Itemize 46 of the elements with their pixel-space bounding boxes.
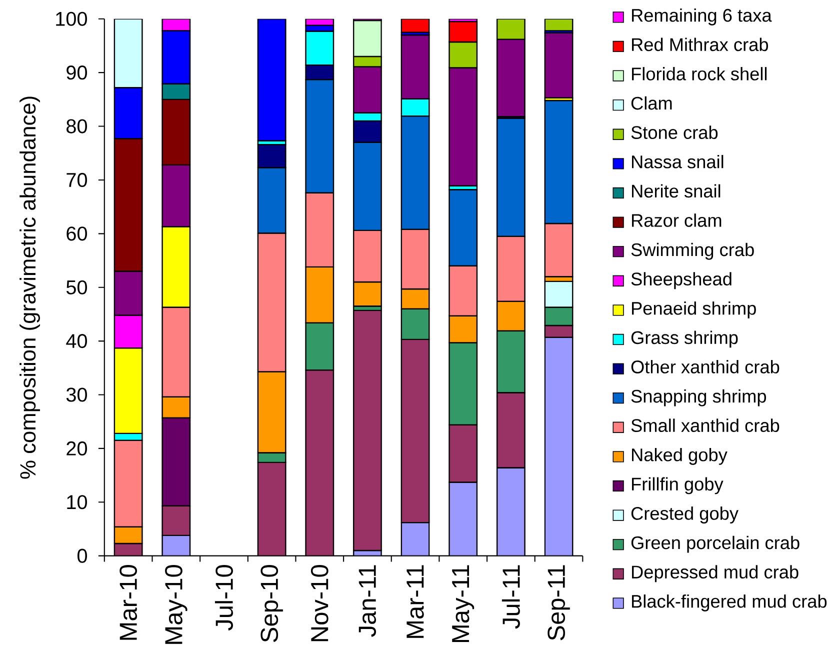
legend-label: Swimming crab <box>631 242 754 260</box>
x-tick-label: Mar-11 <box>406 565 424 638</box>
legend-label: Penaeid shrimp <box>632 301 756 318</box>
y-tick-label: 60 <box>66 226 87 241</box>
y-tick-label: 0 <box>78 548 88 563</box>
legend-label: Depressed mud crab <box>632 565 798 582</box>
legend-label: Clam <box>631 96 672 110</box>
legend-label: Nerite snail <box>632 184 720 198</box>
y-tick-label: 40 <box>66 334 87 348</box>
y-tick-label: 90 <box>66 65 87 80</box>
legend-label: Red Mithrax crab <box>632 38 768 51</box>
y-tick-label: 30 <box>66 388 87 402</box>
legend-label: Snapping shrimp <box>631 389 766 406</box>
y-tick-label: 100 <box>56 12 87 26</box>
x-tick-label: Nov-10 <box>310 564 328 641</box>
legend-label: Razor clam <box>632 213 722 227</box>
legend-label: Nassa snail <box>632 154 724 168</box>
legend-label: Crested goby <box>631 506 738 524</box>
bar <box>544 32 574 98</box>
legend-label: Remaining 6 taxa <box>632 8 772 26</box>
x-tick-label: Sep-11 <box>548 565 570 640</box>
x-tick-label: Jan-11 <box>358 565 376 637</box>
bar <box>544 18 574 32</box>
y-tick-label: 70 <box>66 172 87 187</box>
legend-label: Stone crab <box>631 126 718 139</box>
x-tick-label: May-10 <box>165 564 188 644</box>
y-tick-label: 20 <box>66 441 87 456</box>
legend-label: Green porcelain crab <box>631 536 800 553</box>
legend-label: Frillfin goby <box>632 477 724 494</box>
x-tick-label: Jul-11 <box>502 565 520 629</box>
y-tick-label: 50 <box>66 280 87 294</box>
x-tick-label: Jul-10 <box>214 564 233 630</box>
legend-label: Grass shrimp <box>631 330 738 348</box>
legend-label: Naked goby <box>632 448 728 465</box>
y-tick-label: 80 <box>66 119 87 134</box>
x-tick-label: May-11 <box>452 565 474 642</box>
legend-label: Black-fingered mud crab <box>632 594 827 612</box>
legend-label: Sheepshead <box>631 272 732 289</box>
legend-label: Small xanthid crab <box>631 418 780 432</box>
bar <box>400 18 430 33</box>
legend-label: Florida rock shell <box>632 66 767 80</box>
x-tick-label: Mar-10 <box>120 564 138 640</box>
y-axis-title: % composition (gravimetric abundance) <box>20 96 40 479</box>
x-tick-label: Sep-10 <box>260 564 283 642</box>
y-tick-label: 10 <box>67 494 87 510</box>
legend-label: Other xanthid crab <box>631 360 780 374</box>
